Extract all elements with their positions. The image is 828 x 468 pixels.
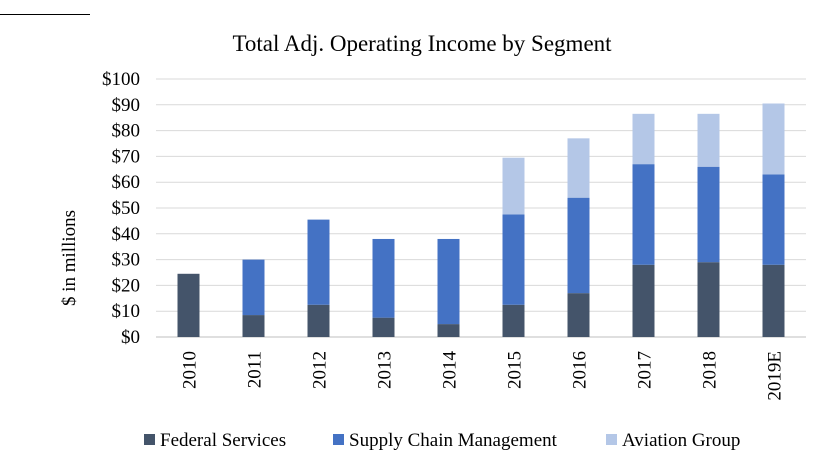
header-rule xyxy=(0,14,90,15)
bar-segment xyxy=(177,273,200,337)
x-tick-label: 2013 xyxy=(375,351,396,389)
bar-segment xyxy=(632,264,655,337)
x-tick-label: 2019E xyxy=(765,351,786,401)
bar-segment xyxy=(697,166,720,263)
bar-segment xyxy=(307,219,330,305)
bar-segment xyxy=(567,293,590,337)
bar-segment xyxy=(502,157,525,215)
bar-segment xyxy=(762,174,785,265)
x-tick-label: 2016 xyxy=(570,351,591,389)
bar-segment xyxy=(697,113,720,167)
y-tick-label: $70 xyxy=(112,146,141,167)
x-tick-label: 2015 xyxy=(505,351,526,389)
y-axis-title: $ in millions xyxy=(59,210,80,306)
legend-swatch xyxy=(606,434,617,445)
bar-segment xyxy=(762,264,785,337)
bar-segment xyxy=(632,164,655,265)
x-axis-ticks: 2010 2011 2012 2013 2014 2015 2016 2017 2018 2019… xyxy=(180,351,786,401)
bar-segment xyxy=(242,315,265,337)
x-tick-label: 2012 xyxy=(310,351,331,389)
bar-segment xyxy=(307,304,330,337)
y-tick-label: $10 xyxy=(112,301,141,322)
x-tick-label: 2014 xyxy=(440,351,461,390)
bars xyxy=(177,103,785,337)
legend-swatch xyxy=(333,434,344,445)
y-tick-label: $40 xyxy=(112,224,141,245)
legend-label: Federal Services xyxy=(160,430,286,451)
bar-segment xyxy=(437,238,460,325)
bar-segment xyxy=(242,259,265,316)
bar-segment xyxy=(697,262,720,337)
y-tick-label: $90 xyxy=(112,95,141,116)
y-tick-label: $20 xyxy=(112,275,141,296)
legend: Federal Services Supply Chain Management A… xyxy=(144,430,740,451)
chart-title: Total Adj. Operating Income by Segment xyxy=(232,31,612,56)
legend-label: Supply Chain Management xyxy=(349,430,558,451)
x-tick-label: 2018 xyxy=(700,351,721,389)
y-tick-label: $100 xyxy=(102,69,140,90)
y-tick-label: $30 xyxy=(112,250,141,271)
y-tick-label: $80 xyxy=(112,121,141,142)
x-tick-label: 2011 xyxy=(245,351,266,388)
bar-segment xyxy=(502,214,525,305)
bar-segment xyxy=(567,197,590,294)
legend-label: Aviation Group xyxy=(622,430,740,451)
y-tick-label: $0 xyxy=(121,327,140,348)
bar-segment xyxy=(632,113,655,165)
y-axis-ticks: $0 $10 $20 $30 $40 $50 $60 $70 $80 $90 $100 xyxy=(102,69,140,348)
y-tick-label: $50 xyxy=(112,198,141,219)
bar-segment xyxy=(762,103,785,175)
bar-segment xyxy=(372,238,395,318)
y-tick-label: $60 xyxy=(112,172,141,193)
bar-segment xyxy=(502,304,525,337)
x-tick-label: 2010 xyxy=(180,351,201,389)
bar-segment xyxy=(437,324,460,337)
bar-segment xyxy=(372,317,395,337)
legend-swatch xyxy=(144,434,155,445)
bar-segment xyxy=(567,138,590,198)
x-tick-label: 2017 xyxy=(635,351,656,389)
